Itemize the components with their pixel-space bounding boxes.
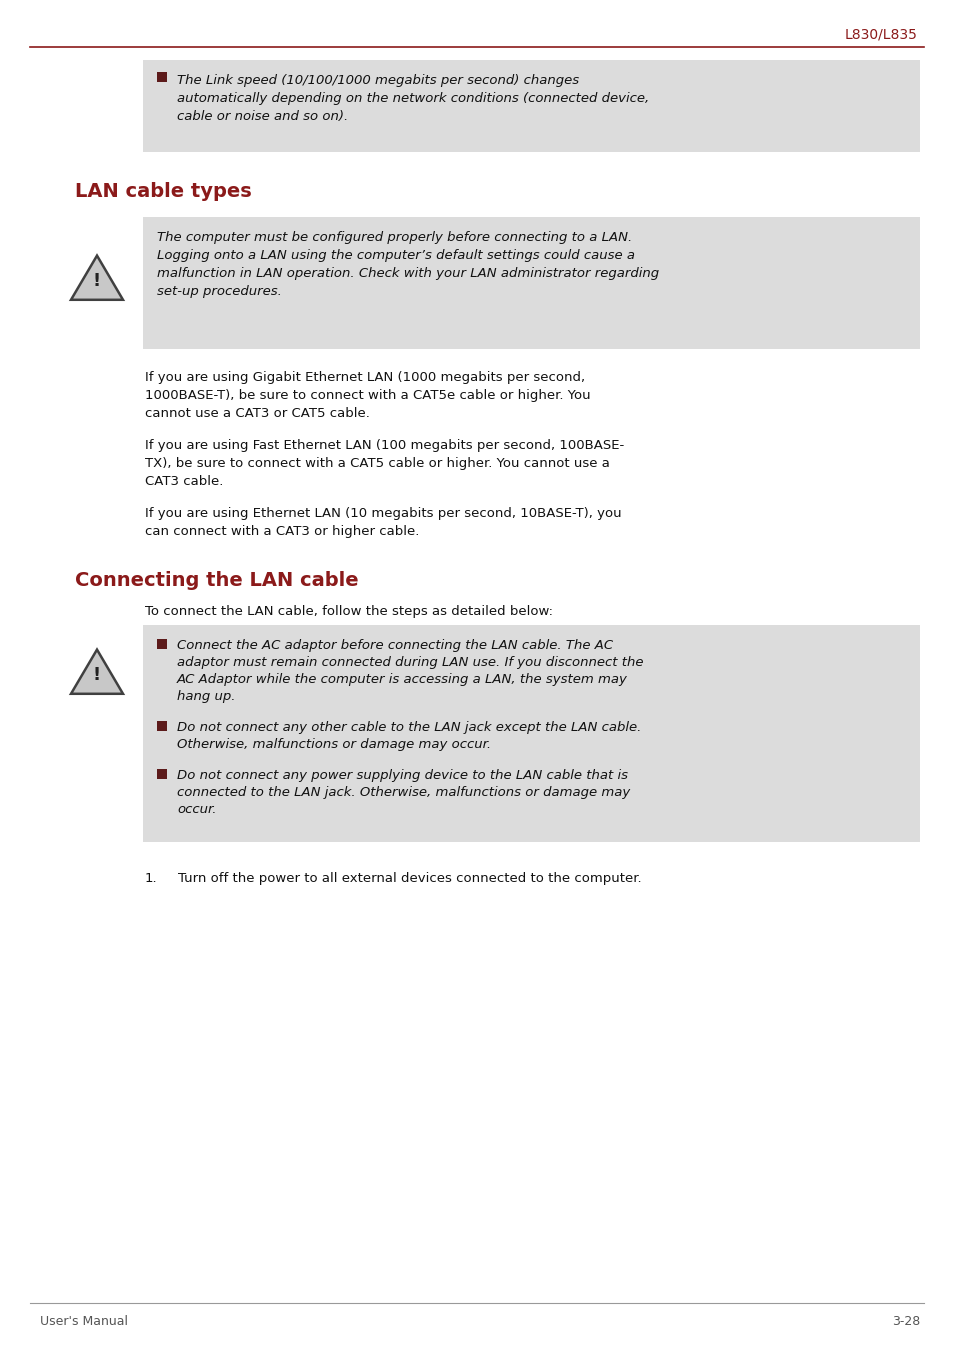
Text: CAT3 cable.: CAT3 cable. [145, 475, 223, 488]
Polygon shape [71, 650, 123, 694]
Text: set-up procedures.: set-up procedures. [157, 285, 281, 299]
Text: If you are using Fast Ethernet LAN (100 megabits per second, 100BASE-: If you are using Fast Ethernet LAN (100 … [145, 438, 623, 452]
Text: can connect with a CAT3 or higher cable.: can connect with a CAT3 or higher cable. [145, 525, 419, 538]
Text: TX), be sure to connect with a CAT5 cable or higher. You cannot use a: TX), be sure to connect with a CAT5 cabl… [145, 457, 609, 469]
Text: malfunction in LAN operation. Check with your LAN administrator regarding: malfunction in LAN operation. Check with… [157, 268, 659, 280]
Bar [157, 639, 167, 650]
Text: Connect the AC adaptor before connecting the LAN cable. The AC: Connect the AC adaptor before connecting… [177, 639, 613, 652]
Text: !: ! [92, 666, 101, 683]
Text: occur.: occur. [177, 803, 216, 816]
Text: !: ! [92, 272, 101, 289]
Bar [157, 73, 167, 82]
Text: automatically depending on the network conditions (connected device,: automatically depending on the network c… [177, 91, 649, 105]
Text: To connect the LAN cable, follow the steps as detailed below:: To connect the LAN cable, follow the ste… [145, 605, 553, 617]
Text: User's Manual: User's Manual [40, 1315, 128, 1328]
Text: Connecting the LAN cable: Connecting the LAN cable [75, 572, 358, 590]
Text: 1000BASE-T), be sure to connect with a CAT5e cable or higher. You: 1000BASE-T), be sure to connect with a C… [145, 389, 590, 402]
Text: Turn off the power to all external devices connected to the computer.: Turn off the power to all external devic… [178, 872, 641, 885]
Text: 3-28: 3-28 [891, 1315, 919, 1328]
Text: AC Adaptor while the computer is accessing a LAN, the system may: AC Adaptor while the computer is accessi… [177, 672, 627, 686]
FancyBboxPatch shape [143, 217, 919, 348]
Text: hang up.: hang up. [177, 690, 235, 703]
Text: 1.: 1. [145, 872, 157, 885]
Text: Otherwise, malfunctions or damage may occur.: Otherwise, malfunctions or damage may oc… [177, 738, 491, 751]
Text: LAN cable types: LAN cable types [75, 182, 252, 200]
Text: connected to the LAN jack. Otherwise, malfunctions or damage may: connected to the LAN jack. Otherwise, ma… [177, 785, 630, 799]
Text: If you are using Ethernet LAN (10 megabits per second, 10BASE-T), you: If you are using Ethernet LAN (10 megabi… [145, 507, 621, 521]
Bar [157, 769, 167, 779]
Text: Logging onto a LAN using the computer’s default settings could cause a: Logging onto a LAN using the computer’s … [157, 249, 635, 262]
Text: Do not connect any power supplying device to the LAN cable that is: Do not connect any power supplying devic… [177, 769, 627, 781]
Text: adaptor must remain connected during LAN use. If you disconnect the: adaptor must remain connected during LAN… [177, 656, 643, 668]
Text: cable or noise and so on).: cable or noise and so on). [177, 110, 348, 122]
Polygon shape [71, 256, 123, 300]
FancyBboxPatch shape [143, 625, 919, 842]
Text: If you are using Gigabit Ethernet LAN (1000 megabits per second,: If you are using Gigabit Ethernet LAN (1… [145, 371, 584, 385]
Text: The Link speed (10/100/1000 megabits per second) changes: The Link speed (10/100/1000 megabits per… [177, 74, 578, 87]
Text: cannot use a CAT3 or CAT5 cable.: cannot use a CAT3 or CAT5 cable. [145, 408, 370, 420]
Bar [157, 721, 167, 730]
Text: Do not connect any other cable to the LAN jack except the LAN cable.: Do not connect any other cable to the LA… [177, 721, 640, 734]
Text: L830/L835: L830/L835 [844, 27, 917, 40]
FancyBboxPatch shape [143, 61, 919, 152]
Text: The computer must be configured properly before connecting to a LAN.: The computer must be configured properly… [157, 231, 632, 243]
